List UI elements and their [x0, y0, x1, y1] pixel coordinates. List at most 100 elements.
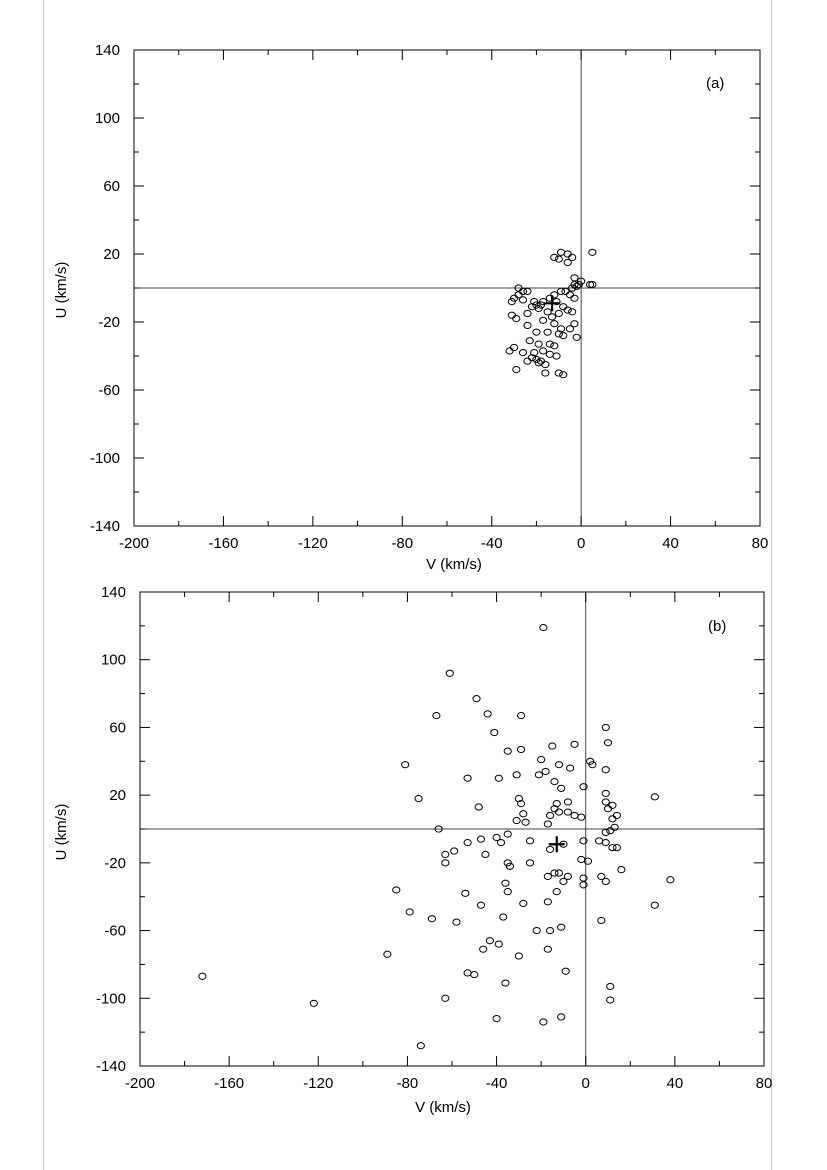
panel-b-y-tick-label: 140	[101, 584, 126, 601]
panel-a-data-point	[547, 313, 557, 321]
panel-b-data-point	[516, 711, 526, 720]
panel-b-data-point	[563, 798, 572, 806]
panel-b-data-point	[463, 969, 472, 977]
panel-a-data-point	[572, 282, 581, 290]
panel-a-x-tick-label: 40	[662, 535, 679, 552]
panel-b-data-point	[441, 859, 450, 867]
panel-b-data-point	[583, 857, 593, 865]
panel-a-data-point	[534, 340, 543, 348]
panel-b-data-point	[563, 808, 572, 816]
panel-a-data-point	[554, 309, 563, 318]
panel-b-data-point	[559, 877, 568, 886]
panel-b-y-tick-label: -60	[104, 923, 126, 940]
panel-b-data-point	[543, 945, 552, 953]
panel-a-y-tick-label: 100	[95, 110, 120, 127]
panel-b-data-point	[414, 794, 423, 803]
panel-b-data-point	[501, 979, 510, 987]
panel-b-data-point	[519, 810, 528, 818]
panel-b-data-point	[666, 876, 675, 884]
panel-b-data-point	[577, 813, 586, 821]
panel-b-data-point	[606, 827, 615, 835]
panel-b-data-point	[601, 766, 610, 774]
panel-a-data-point	[570, 281, 579, 289]
panel-b-data-point	[490, 728, 499, 737]
panel-b-data-point	[603, 805, 613, 813]
panel-b-data-point	[543, 898, 552, 906]
panel-b-data-point	[503, 830, 512, 838]
panel-b-data-point	[512, 816, 521, 825]
panel-b-x-tick-label: -40	[486, 1075, 508, 1092]
panel-b-data-point	[570, 811, 579, 820]
panel-a-x-tick-label: -160	[208, 535, 238, 552]
panel-b-data-point	[557, 784, 566, 792]
panel-b-data-point	[606, 982, 615, 991]
panel-b-data-point	[492, 1015, 501, 1023]
panel-b-points	[198, 623, 675, 1050]
panel-b-y-tick-label: 100	[101, 652, 126, 669]
panel-a-data-point	[523, 287, 532, 295]
panel-a-data-point	[554, 369, 563, 377]
panel-b-data-point	[601, 877, 610, 886]
panel-b-data-point	[601, 828, 610, 836]
panel-b-data-point	[554, 869, 564, 877]
panel-a-y-tick-label: -20	[98, 314, 120, 331]
panel-a-y-tick-label: -140	[90, 518, 120, 535]
panel-a-data-point	[565, 325, 575, 333]
panel-a-data-point	[554, 330, 563, 338]
panel-b-data-point	[432, 711, 441, 720]
panel-a-data-point	[565, 291, 575, 299]
panel-b-data-point	[503, 747, 512, 755]
panel-a-data-point	[568, 308, 577, 316]
panel-a-data-point	[574, 281, 584, 289]
panel-b-data-point	[588, 761, 597, 769]
panel-a-data-point	[570, 320, 579, 328]
panel-b-data-point	[554, 808, 564, 816]
panel-a-data-point	[588, 248, 597, 256]
panel-b-y-tick-label: 20	[109, 787, 126, 804]
panel-b-data-point	[554, 761, 564, 769]
panel-b-data-point	[557, 1013, 566, 1021]
panel-a-data-point	[550, 291, 559, 299]
panel-b-reference-lines	[140, 592, 764, 1066]
panel-b-data-point	[650, 793, 659, 801]
panel-b-data-point	[503, 888, 512, 896]
panel-b-ticks: -200 -160 -120 -80 -40 0 40 80 140 100 60 20 -20 -60 -…	[96, 584, 772, 1092]
panel-b-mean-marker	[548, 836, 565, 853]
panel-b-data-point	[612, 844, 622, 852]
panel-a-points	[505, 248, 597, 379]
panel-a-ticks: -200 -160 -120 -80 -40 0 40 80 140 100 60 20 -20 -60 -…	[90, 42, 768, 552]
panel-a-x-tick-label: -120	[298, 535, 328, 552]
panel-a-y-tick-label: 60	[103, 178, 120, 195]
panel-b-data-point	[579, 881, 588, 889]
panel-a-data-point	[550, 320, 559, 328]
panel-b-x-tick-label: -200	[125, 1075, 155, 1092]
panel-b-data-point	[539, 623, 548, 632]
panel-a-data-point	[507, 311, 516, 319]
panel-b-data-point	[476, 835, 486, 843]
panel-a-data-point	[554, 255, 563, 263]
panel-b-data-point	[606, 996, 615, 1004]
panel-a-data-point	[556, 248, 566, 256]
panel-b-data-point	[441, 994, 450, 1002]
panel-a-data-point	[523, 321, 532, 329]
panel-a-data-point	[559, 332, 568, 340]
panel-b-data-point	[521, 818, 530, 826]
panel-b-data-point	[601, 838, 610, 847]
panel-a-y-tick-label: 140	[95, 42, 120, 59]
panel-b-data-point	[534, 771, 544, 779]
panel-b-data-point	[525, 859, 535, 867]
panel-b-data-point	[481, 850, 490, 858]
panel-b-data-point	[485, 937, 494, 945]
panel-b-data-point	[601, 798, 610, 806]
panel-a-data-point	[532, 328, 541, 336]
panel-b-data-point	[543, 872, 552, 881]
panel-b-data-point	[463, 838, 472, 847]
panel-a-chart: -200 -160 -120 -80 -40 0 40 80 140 100 60 20 -20 -60 -…	[53, 42, 768, 573]
panel-a-data-point	[556, 325, 566, 333]
panel-b-data-point	[450, 847, 459, 855]
panel-b-x-tick-label: 40	[667, 1075, 684, 1092]
panel-a-data-point	[518, 349, 528, 357]
panel-b-chart: -200 -160 -120 -80 -40 0 40 80 140 100 60 20 -20 -60 -…	[53, 584, 772, 1116]
panel-b-data-point	[401, 761, 410, 769]
panel-b-data-point	[552, 800, 561, 808]
